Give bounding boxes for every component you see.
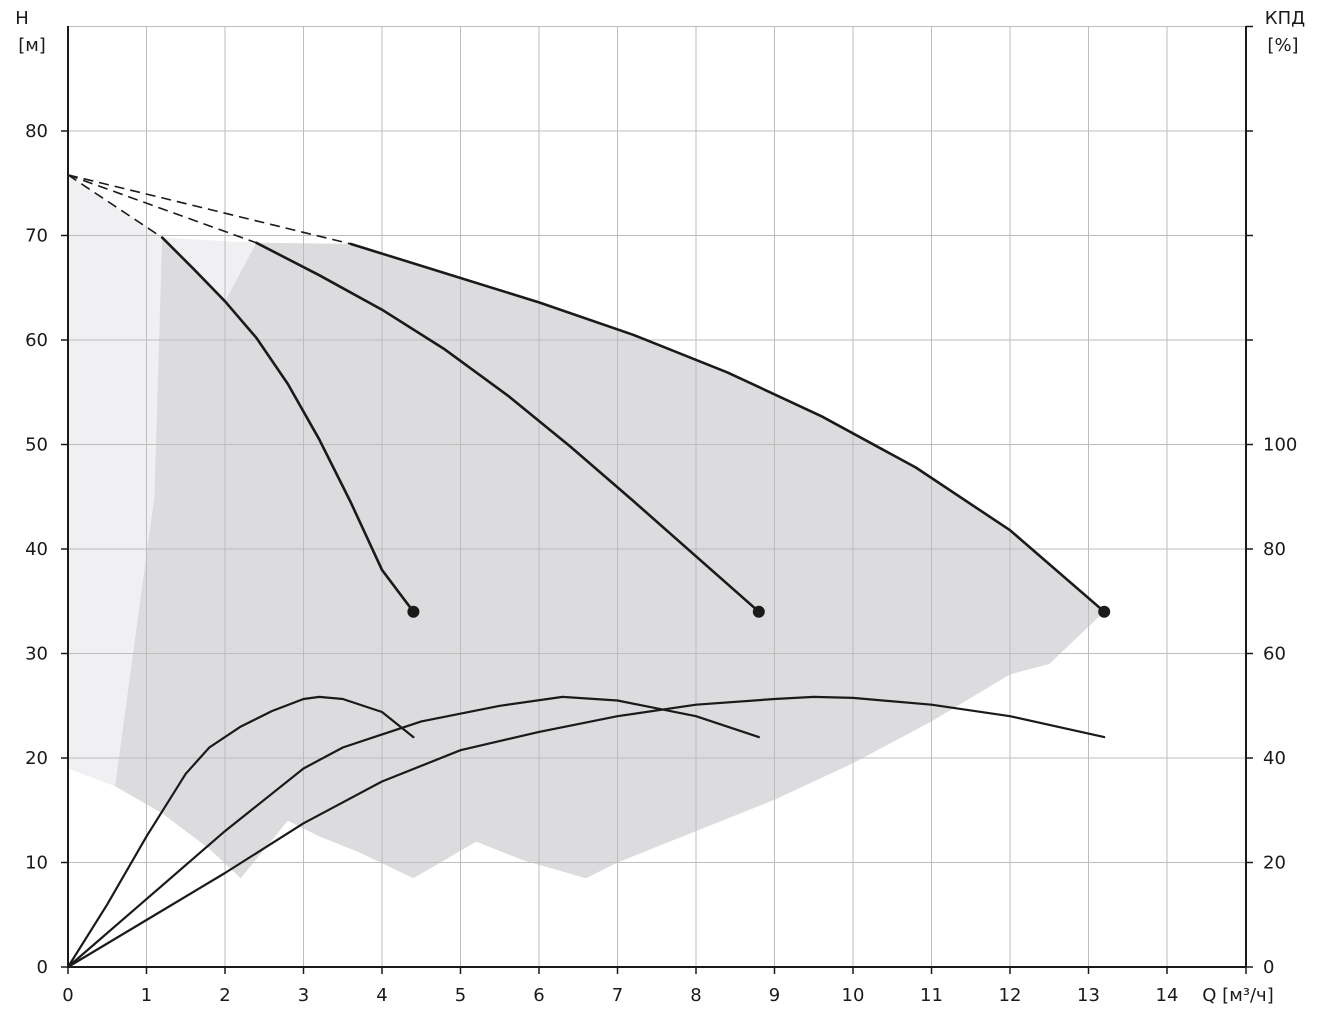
x-tick-label: 9: [769, 985, 780, 1006]
shutoff-dashed-line: [67, 174, 163, 239]
head-curves: [160, 236, 1106, 613]
y-left-title: H [м]: [15, 8, 46, 56]
x-tick-label: 13: [1077, 985, 1100, 1006]
shutoff-dashed-lines: [67, 174, 351, 245]
x-tick-label: 10: [842, 985, 865, 1006]
efficiency-curve: [66, 695, 760, 969]
y-right-tick-label: 100: [1263, 435, 1297, 456]
y-left-tick-label: 80: [25, 121, 48, 142]
y-right-title: КПД [%]: [1265, 8, 1305, 56]
y-left-tick-label: 0: [37, 957, 48, 978]
head-curve: [255, 241, 761, 613]
x-tick-label: 12: [999, 985, 1022, 1006]
head-curve: [160, 236, 415, 613]
x-tick-label: 0: [62, 985, 73, 1006]
axes: 0 1 2 3 4 5 6 7 8 9 10 11 12 13 1401020304050607080020…: [25, 25, 1297, 1006]
curve-end-marker: [752, 605, 765, 618]
x-tick-label: 14: [1156, 985, 1179, 1006]
head-curve: [349, 242, 1106, 613]
shutoff-dashed-line: [67, 174, 351, 245]
y-right-tick-label: 20: [1263, 853, 1286, 874]
curve-end-marker: [1098, 605, 1111, 618]
y-right-title-line1: КПД: [1265, 8, 1305, 29]
x-tick-label: 5: [455, 985, 466, 1006]
x-tick-label: 3: [298, 985, 309, 1006]
x-tick-label: 8: [690, 985, 701, 1006]
end-markers: [407, 605, 1111, 618]
y-right-tick-label: 80: [1263, 539, 1286, 560]
y-left-tick-label: 40: [25, 539, 48, 560]
y-right-title-line2: [%]: [1267, 35, 1298, 56]
efficiency-curve: [66, 695, 1106, 969]
curve-end-marker: [407, 605, 420, 618]
y-right-tick-label: 60: [1263, 644, 1286, 665]
y-left-title-line2: [м]: [18, 35, 46, 56]
y-right-tick-label: 40: [1263, 748, 1286, 769]
y-left-title-line1: H: [15, 8, 29, 29]
x-tick-label: 11: [920, 985, 943, 1006]
grid-lines: [68, 26, 1246, 967]
shutoff-dashed-line: [67, 174, 257, 244]
x-tick-label: 7: [612, 985, 623, 1006]
region-dark: [115, 237, 1105, 879]
x-tick-label: 6: [533, 985, 544, 1006]
y-left-tick-label: 10: [25, 853, 48, 874]
x-tick-label: 2: [219, 985, 230, 1006]
x-tick-label: 4: [376, 985, 387, 1006]
y-left-tick-label: 20: [25, 748, 48, 769]
y-left-tick-label: 30: [25, 644, 48, 665]
efficiency-curve: [66, 695, 415, 969]
x-tick-label: 1: [141, 985, 152, 1006]
y-left-tick-label: 60: [25, 330, 48, 351]
shaded-regions: [68, 174, 1105, 879]
efficiency-curves: [66, 695, 1106, 969]
x-axis-title: Q [м³/ч]: [1202, 985, 1273, 1006]
y-left-tick-label: 50: [25, 435, 48, 456]
y-right-tick-label: 0: [1263, 957, 1274, 978]
y-left-tick-label: 70: [25, 226, 48, 247]
